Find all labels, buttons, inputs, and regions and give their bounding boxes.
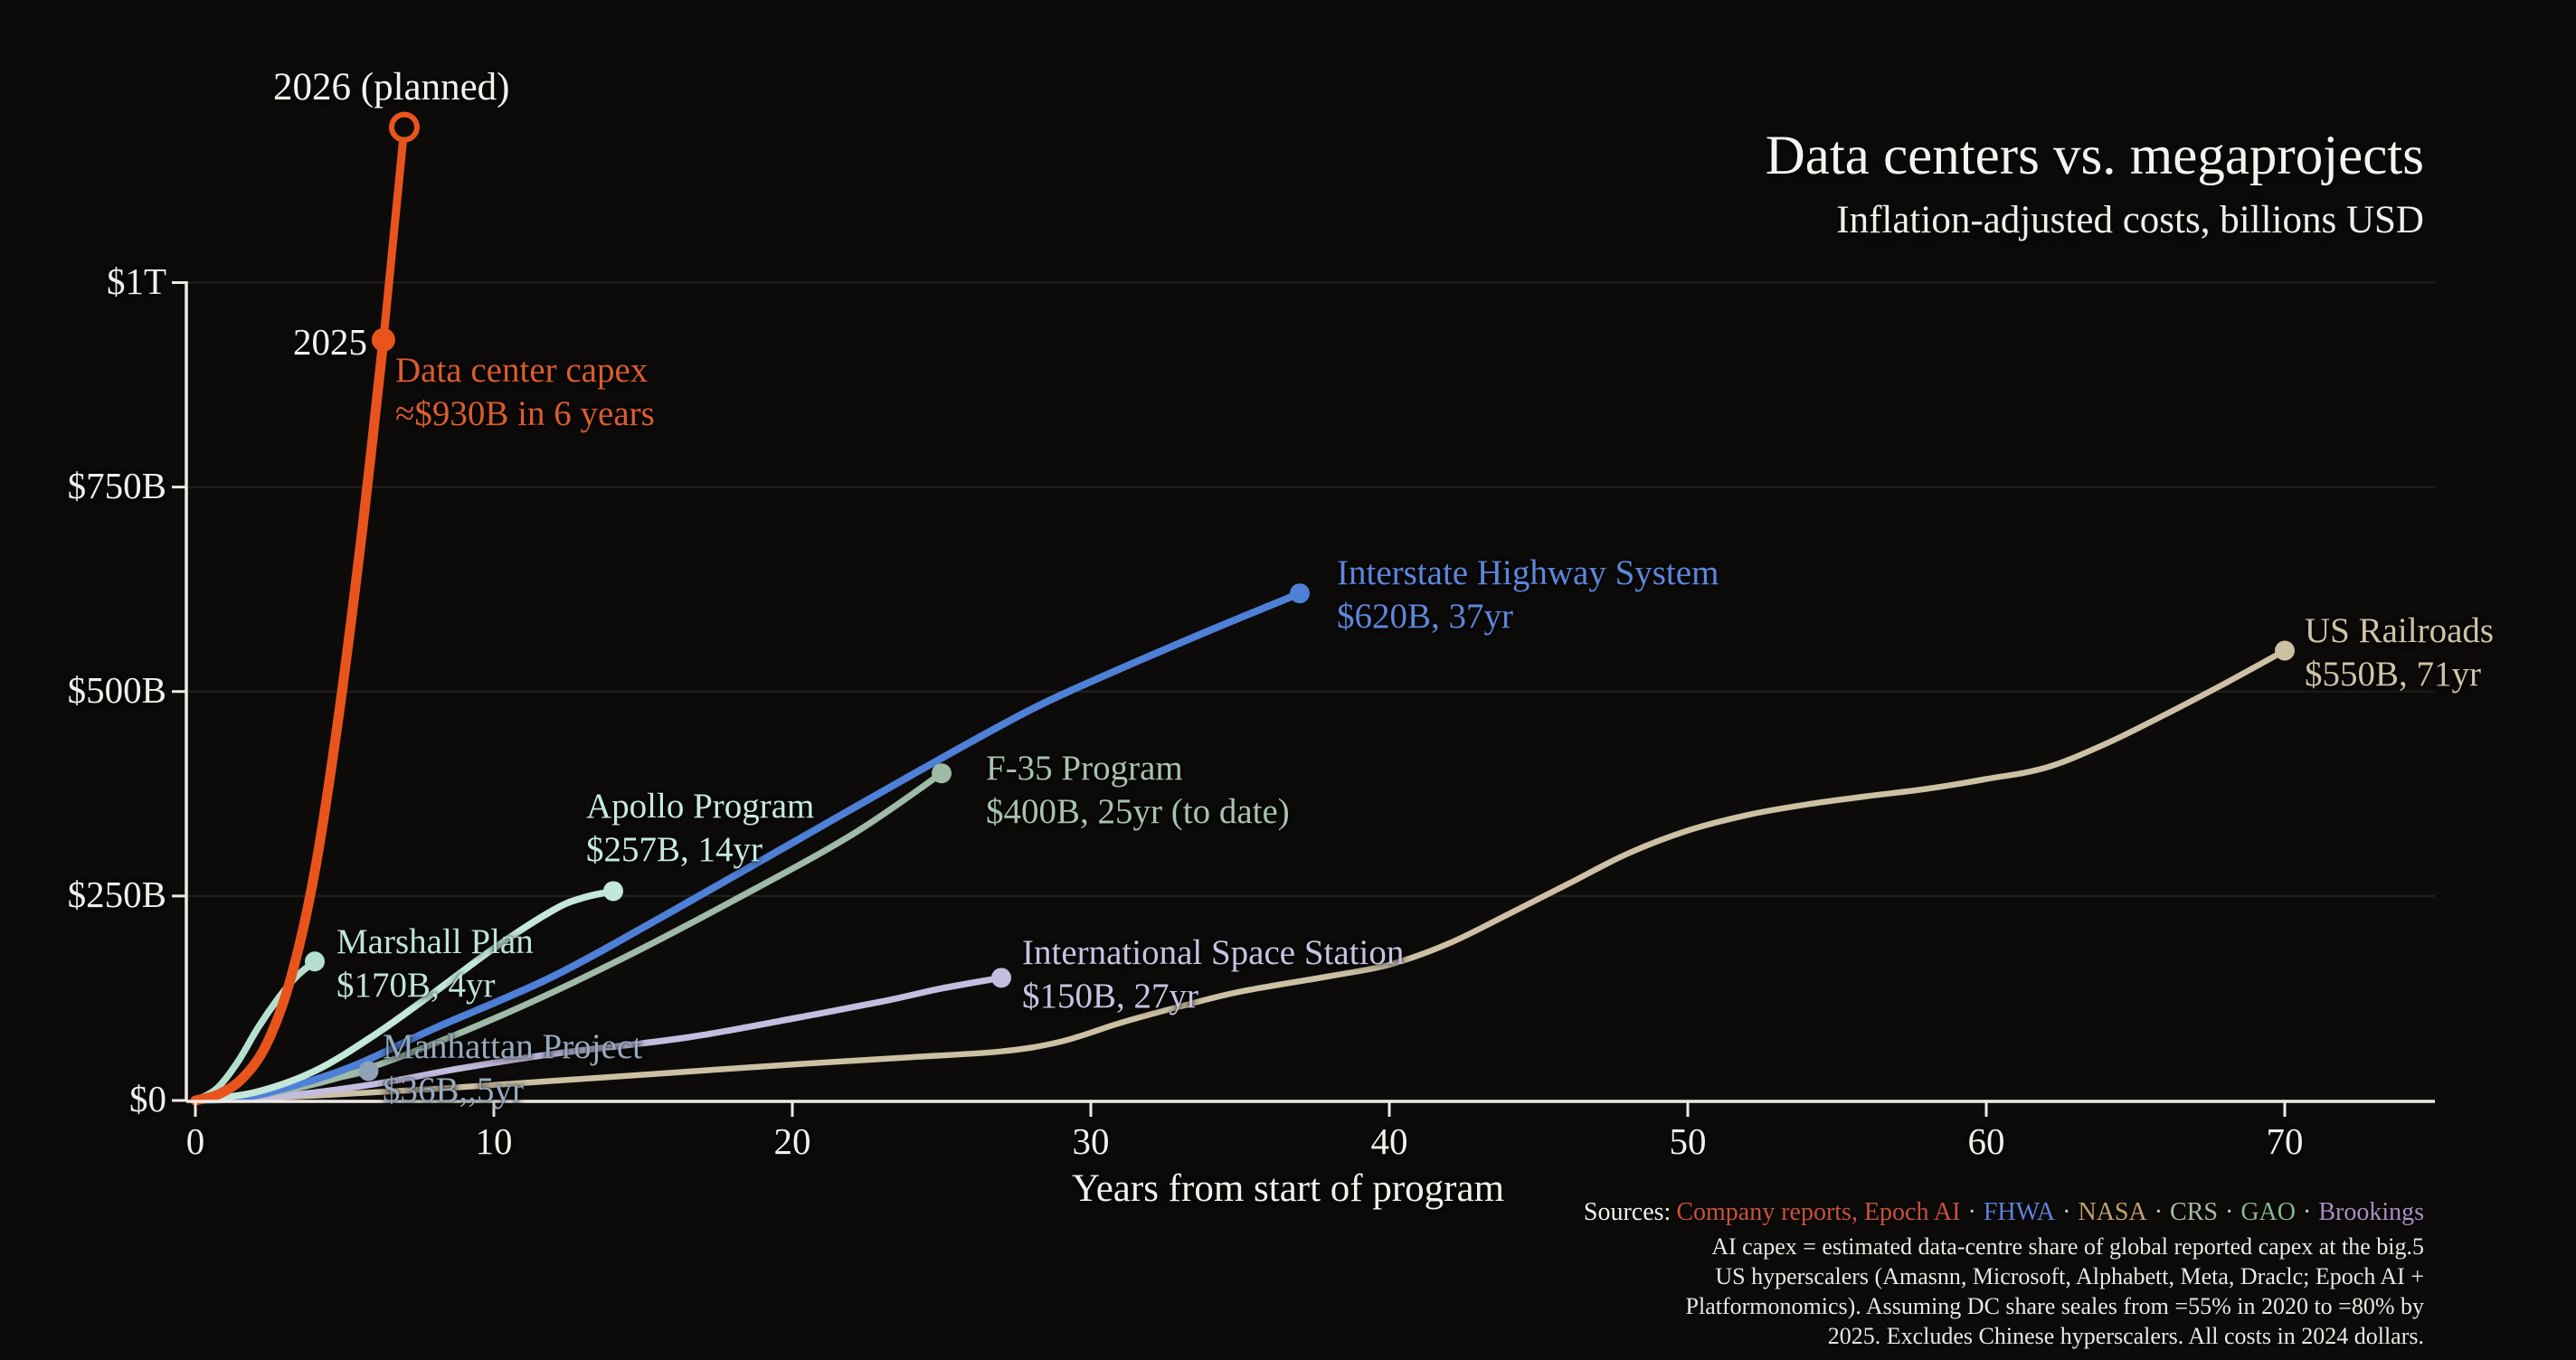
series-label-apollo-program: Apollo Program $257B, 14yr [586, 785, 814, 872]
x-axis-title: Years from start of program [1071, 1167, 1505, 1210]
end-dot-f35-program [932, 763, 952, 784]
x-tick-label: 20 [773, 1120, 811, 1162]
series-value-label: $36B,,5yr [383, 1071, 524, 1110]
sources-separator: · [2062, 1198, 2071, 1226]
sources-line: Sources: Company reports, Epoch AI · FHWA · N… [1584, 1197, 2424, 1228]
source-item: CRS [2170, 1198, 2218, 1226]
sources-separator: · [1967, 1198, 1976, 1226]
footnote-line: 2025. Excludes Chinese hyperscalers. All… [1827, 1323, 2424, 1349]
source-item: FHWA [1983, 1198, 2056, 1226]
series-label-interstate-highway-system: Interstate Highway System $620B, 37yr [1337, 552, 1719, 638]
x-tick-label: 40 [1370, 1120, 1408, 1162]
end-dot-manhattan-project [358, 1061, 379, 1081]
footnote-line: AI capex = estimated data-centre share o… [1711, 1233, 2424, 1260]
footnote-line: US hyperscalers (Amasnn, Microsoft, Alph… [1715, 1263, 2424, 1289]
footnote-block: AI capex = estimated data-centre share o… [1686, 1232, 2424, 1351]
line-marshall-plan [192, 958, 318, 1104]
line-data-center-capex-planned [379, 123, 409, 345]
chart-subtitle: Inflation-adjusted costs, billions USD [1836, 199, 2424, 241]
series-name: Data center capex [395, 351, 649, 390]
series-label-iss: International Space Station $150B, 27yr [1022, 931, 1404, 1018]
series-name: US Railroads [2305, 611, 2495, 650]
series-name: Apollo Program [586, 787, 815, 826]
series-label-f35-program: F-35 Program $400B, 25yr (to date) [986, 747, 1290, 834]
x-tick-label: 60 [1967, 1120, 2005, 1162]
annotation-2026-planned: 2026 (planned) [273, 66, 510, 109]
series-value-label: $550B, 71yr [2305, 655, 2481, 694]
end-dot-interstate-highway-system [1290, 583, 1310, 604]
series-name: Marshall Plan [336, 922, 534, 961]
series-value-label: $170B, 4yr [336, 966, 496, 1005]
source-item: Company reports, Epoch AI [1676, 1198, 1961, 1226]
line-iss [192, 974, 1005, 1104]
y-tick-label: $500B [67, 668, 166, 711]
gridlines [186, 281, 2435, 897]
series-name: F-35 Program [986, 749, 1183, 788]
sources-separator: · [2154, 1198, 2164, 1226]
title-block: Data centers vs. megaprojects Inflation-… [1766, 125, 2424, 244]
series-lines [190, 123, 2288, 1106]
chart-title: Data centers vs. megaprojects [1765, 126, 2424, 186]
source-item: NASA [2078, 1198, 2147, 1226]
series-value-label: $620B, 37yr [1337, 597, 1513, 636]
x-tick-label: 30 [1072, 1120, 1110, 1162]
annotation-2025: 2025 [293, 321, 367, 363]
source-item: GAO [2240, 1198, 2296, 1226]
line-apollo-program [192, 887, 617, 1104]
y-tick-label: $250B [67, 873, 166, 915]
line-us-railroads [192, 647, 2288, 1104]
axes [172, 281, 2435, 1117]
y-tick-label: $0 [129, 1078, 166, 1119]
endpoint-markers [305, 111, 2295, 1081]
series-value-label: $150B, 27yr [1022, 977, 1198, 1015]
line-f35-program [192, 770, 945, 1104]
x-tick-label: 10 [475, 1120, 513, 1162]
end-dot-marshall-plan [305, 951, 325, 972]
series-value-label: ≈$930B in 6 years [395, 394, 655, 433]
series-label-marshall-plan: Marshall Plan $170B, 4yr [336, 921, 534, 1007]
sources-separator: · [2302, 1198, 2312, 1226]
x-tick-label: 0 [185, 1120, 205, 1162]
y-tick-label: $750B [67, 464, 166, 506]
end-dot-iss [991, 968, 1011, 988]
end-dot-apollo-program [603, 881, 623, 902]
end-dot-data-center-capex [371, 327, 395, 352]
x-tick-label: 70 [2266, 1120, 2304, 1162]
line-interstate-highway-system [192, 590, 1303, 1104]
open-marker-data-center-capex-planned [389, 111, 420, 143]
series-label-data-center-capex: Data center capex ≈$930B in 6 years [395, 349, 655, 436]
series-value-label: $400B, 25yr (to date) [986, 792, 1290, 831]
end-dot-us-railroads [2275, 640, 2295, 661]
source-item: Brookings [2318, 1198, 2424, 1226]
series-name: Manhattan Project [383, 1027, 642, 1066]
series-value-label: $257B, 14yr [586, 830, 762, 869]
series-label-manhattan-project: Manhattan Project $36B,,5yr [383, 1025, 642, 1112]
series-name: Interstate Highway System [1337, 553, 1719, 592]
sources-label: Sources: [1583, 1198, 1672, 1226]
footnote-line: Platformonomics). Assuming DC share seal… [1685, 1293, 2424, 1319]
x-tick-label: 50 [1669, 1120, 1707, 1162]
line-data-center-capex [190, 335, 389, 1106]
series-name: International Space Station [1022, 933, 1405, 972]
y-tick-label: $1T [106, 260, 166, 302]
series-label-us-railroads: US Railroads $550B, 71yr [2305, 609, 2494, 696]
sources-separator: · [2224, 1198, 2234, 1226]
